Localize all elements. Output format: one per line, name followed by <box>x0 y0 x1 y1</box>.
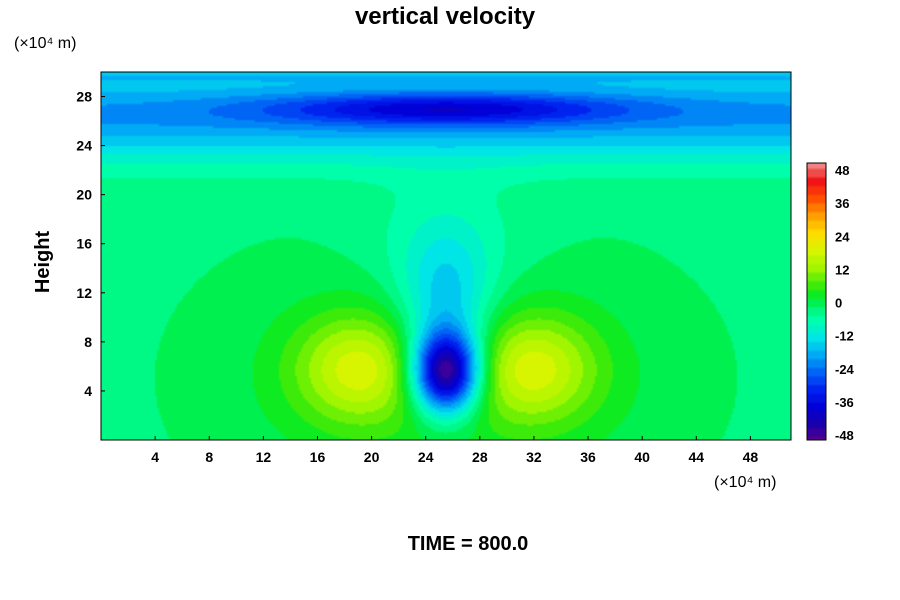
y-tick-label: 8 <box>84 334 92 350</box>
y-tick-label: 24 <box>76 138 92 154</box>
colorbar-tick-label: 48 <box>835 163 849 178</box>
y-axis-unit: (×10⁴ m) <box>14 35 76 52</box>
velocity-field <box>101 72 791 440</box>
colorbar-gradient <box>807 163 826 440</box>
colorbar <box>806 162 827 441</box>
y-tick-label: 12 <box>76 285 92 301</box>
x-tick-label: 24 <box>418 449 434 465</box>
y-axis-label: Height <box>32 231 54 294</box>
colorbar-tick-label: -36 <box>835 395 854 410</box>
x-tick-label: 32 <box>526 449 542 465</box>
x-tick-label: 36 <box>580 449 596 465</box>
x-tick-label: 4 <box>151 449 159 465</box>
x-tick-label: 20 <box>364 449 380 465</box>
colorbar-tick-label: 36 <box>835 196 849 211</box>
colorbar-tick-label: -24 <box>835 362 855 377</box>
x-tick-label: 28 <box>472 449 488 465</box>
chart-title: vertical velocity <box>355 3 536 30</box>
colorbar-tick-label: 12 <box>835 262 849 277</box>
y-tick-label: 28 <box>76 89 92 105</box>
time-label: TIME = 800.0 <box>408 533 529 555</box>
x-tick-label: 12 <box>256 449 272 465</box>
plot-frame <box>100 71 792 441</box>
colorbar-tick-label: -12 <box>835 329 854 344</box>
plot-area <box>100 71 792 441</box>
x-tick-label: 44 <box>689 449 705 465</box>
colorbar-ticks: 48 36 24 12 0 -12 -24 -36 -48 <box>835 163 855 443</box>
x-tick-label: 8 <box>205 449 213 465</box>
y-tick-label: 16 <box>76 236 92 252</box>
x-tick-label: 40 <box>634 449 650 465</box>
colorbar-tick-label: 24 <box>835 229 850 244</box>
x-axis-unit: (×10⁴ m) <box>714 474 776 491</box>
x-tick-label: 16 <box>310 449 326 465</box>
x-tick-label: 48 <box>743 449 759 465</box>
colorbar-tick-label: 0 <box>835 296 842 311</box>
y-tick-label: 4 <box>84 383 92 399</box>
y-tick-label: 20 <box>76 187 92 203</box>
colorbar-tick-label: -48 <box>835 428 854 443</box>
colorbar-frame <box>806 162 827 441</box>
y-axis-ticks: 4 8 12 16 20 24 28 <box>76 89 105 399</box>
x-axis-ticks: 4 8 12 16 20 24 28 32 36 40 44 48 <box>151 436 758 465</box>
